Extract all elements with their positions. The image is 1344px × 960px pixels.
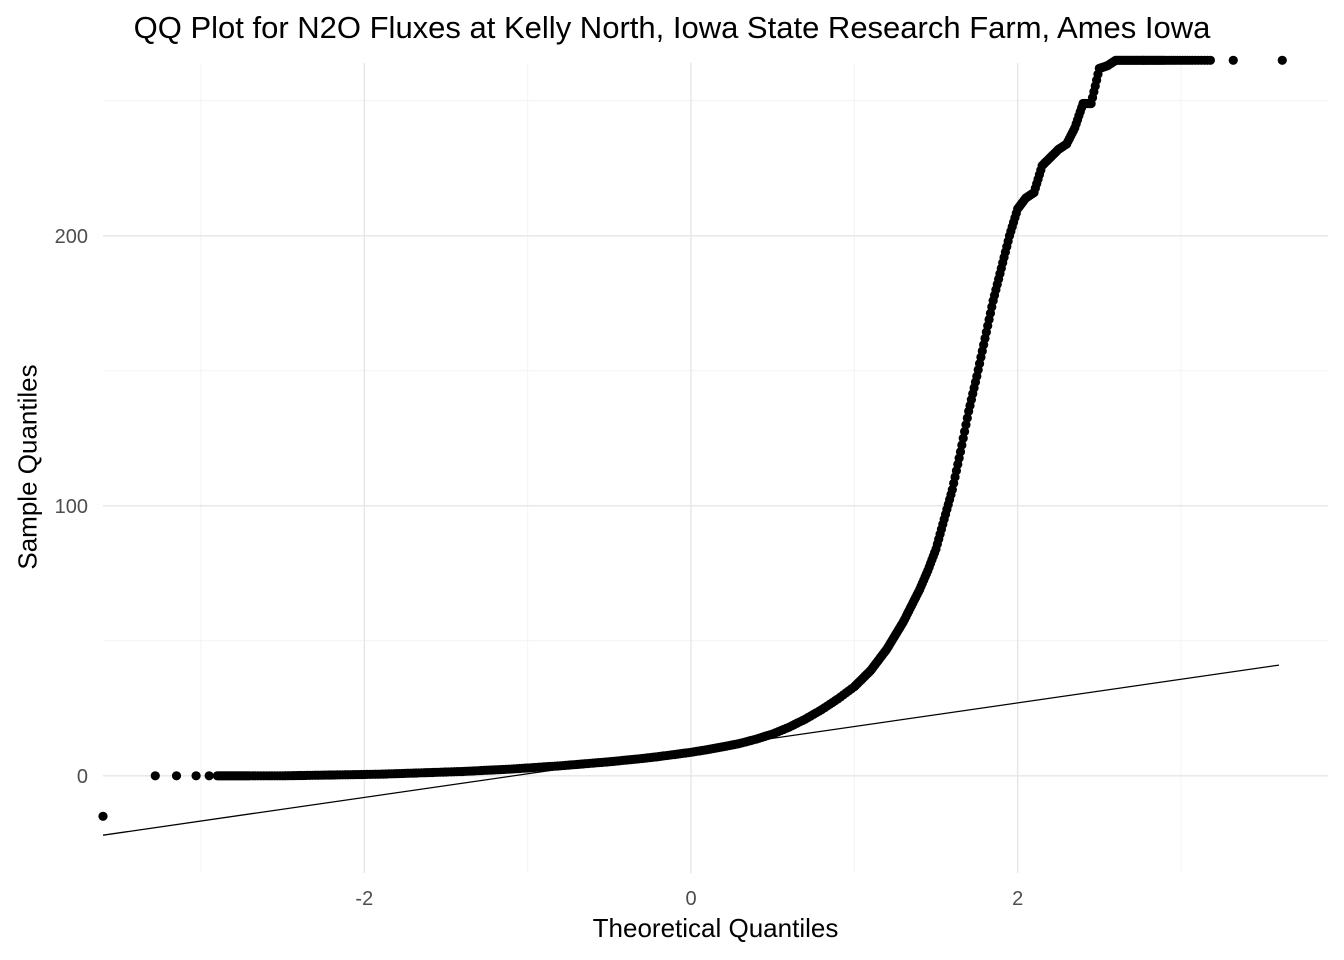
y-tick-label: 0 [77, 766, 88, 788]
data-point [1228, 55, 1238, 65]
data-point [98, 811, 108, 821]
data-point [150, 771, 160, 781]
y-tick-label: 100 [55, 496, 88, 518]
data-point [1277, 55, 1287, 65]
x-tick-label: 2 [1012, 888, 1023, 910]
y-axis-label: Sample Quantiles [12, 364, 43, 570]
sample-points [98, 55, 1287, 821]
minor-gridlines [103, 63, 1328, 873]
data-point [191, 771, 201, 781]
data-point [171, 771, 182, 781]
data-point [1205, 55, 1215, 65]
x-tick-label: 0 [685, 888, 696, 910]
x-axis-label: Theoretical Quantiles [592, 913, 839, 943]
y-tick-label: 200 [55, 226, 88, 248]
data-point [204, 771, 214, 781]
tick-labels: -2 0 2 0 100 200 [55, 226, 1024, 910]
chart-title: QQ Plot for N2O Fluxes at Kelly North, I… [133, 10, 1211, 45]
x-tick-label: -2 [355, 888, 373, 910]
